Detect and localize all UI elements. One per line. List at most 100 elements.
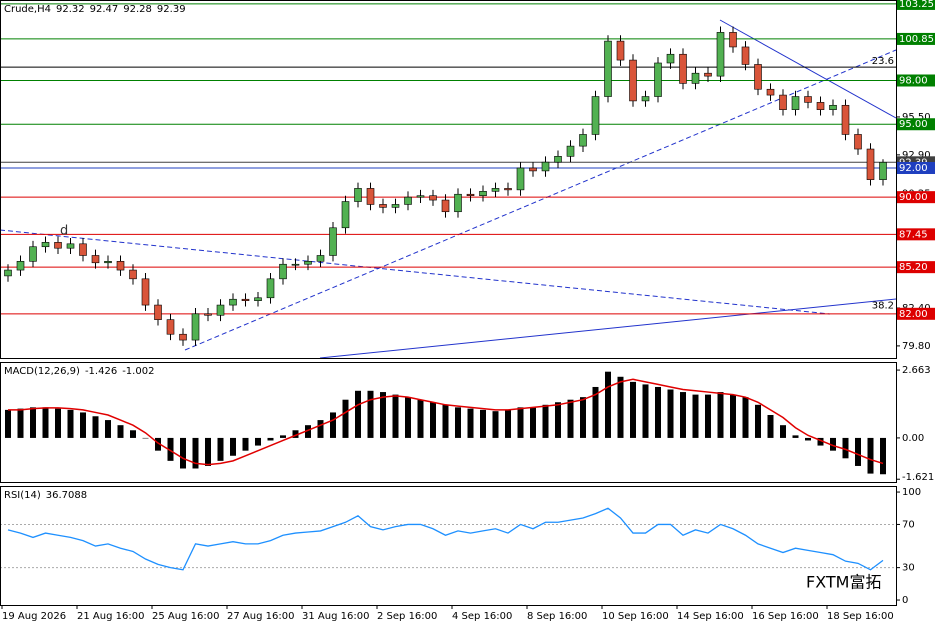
macd-bar <box>805 437 811 441</box>
y-tick-label: 70 <box>902 519 915 530</box>
macd-bar <box>730 394 736 438</box>
y-tick-label: 79.80 <box>902 341 931 352</box>
x-tick-label: 27 Aug 16:00 <box>227 611 294 622</box>
macd-bar <box>142 437 149 439</box>
macd-bar <box>692 394 699 438</box>
candle-body <box>704 72 712 77</box>
macd-bar <box>567 399 574 438</box>
x-tick-label: 2 Sep 16:00 <box>377 611 437 622</box>
x-tick-label: 16 Sep 16:00 <box>752 611 819 622</box>
candle-body <box>816 102 825 110</box>
header-value: 92.47 <box>90 4 119 15</box>
trend-line <box>184 49 897 351</box>
candle-body <box>666 53 675 64</box>
macd-bar <box>617 376 624 438</box>
candle-body <box>54 242 62 249</box>
candle-body <box>616 40 625 61</box>
candle-body <box>854 134 862 150</box>
rsi-line <box>7 507 884 571</box>
macd-bar <box>180 437 186 469</box>
candle-body <box>229 298 237 306</box>
macd-bar <box>5 409 11 438</box>
macd-bar <box>480 409 486 438</box>
level-label: 90.00 <box>899 192 928 203</box>
header-value: 92.39 <box>157 4 186 15</box>
level-label: 92.00 <box>899 163 928 174</box>
macd-bar <box>867 437 874 474</box>
macd-bar <box>505 409 511 438</box>
candle-body <box>191 313 200 341</box>
macd-bar <box>780 425 786 438</box>
macd-bar <box>555 402 561 438</box>
candle-body <box>604 40 612 97</box>
candle-body <box>866 148 875 180</box>
macd-bar <box>342 399 349 438</box>
signal-line <box>8 378 884 466</box>
candle-body <box>466 193 475 196</box>
macd-bar <box>655 386 661 438</box>
macd-bar <box>217 437 224 461</box>
candle-body <box>416 195 425 198</box>
candle-body <box>66 243 75 249</box>
candle-body <box>316 255 325 262</box>
macd-bar <box>705 394 711 438</box>
candle-body <box>104 261 112 264</box>
x-tick-label: 19 Aug 2026 <box>2 611 66 622</box>
trend-line <box>0 229 831 315</box>
candle-body <box>291 263 300 266</box>
trend-line <box>319 298 897 359</box>
panel-frame <box>0 362 897 483</box>
candle-body <box>366 188 375 205</box>
x-tick-label: 25 Aug 16:00 <box>152 611 219 622</box>
macd-bar <box>717 392 724 438</box>
candle-body <box>254 297 262 301</box>
macd-bar <box>742 397 749 438</box>
macd-bar <box>755 404 761 438</box>
macd-bar <box>205 437 211 466</box>
candle-body <box>841 104 850 135</box>
macd-bar <box>17 408 24 438</box>
x-tick-label: 14 Sep 16:00 <box>677 611 744 622</box>
candle-body <box>629 59 637 102</box>
level-label-box <box>897 261 935 274</box>
macd-bar <box>92 416 99 438</box>
y-tick-label: 100 <box>902 487 921 498</box>
macd-bar <box>792 435 799 438</box>
candle-body <box>379 204 387 208</box>
x-tick-label: 18 Sep 16:00 <box>827 611 894 622</box>
x-tick-label: 4 Sep 16:00 <box>452 611 512 622</box>
candle-body <box>204 313 212 316</box>
panel-title: MACD(12,26,9) <box>4 366 80 377</box>
header-value: -1.426 <box>85 366 117 377</box>
candle-body <box>179 333 187 341</box>
macd-bar <box>67 409 74 438</box>
macd-bar <box>155 437 161 451</box>
macd-bar <box>667 389 674 438</box>
y-tick-label: 95.50 <box>902 112 931 123</box>
candle-body <box>691 72 700 84</box>
macd-bar <box>130 430 136 438</box>
candle-body <box>129 269 137 280</box>
macd-bar <box>55 408 61 438</box>
candle-body <box>654 62 662 97</box>
candle-body <box>779 94 787 110</box>
macd-bar <box>467 408 474 438</box>
y-tick-label: 92.90 <box>902 150 931 161</box>
macd-bar <box>80 412 86 438</box>
candle-body <box>4 269 12 277</box>
candle-body <box>516 167 525 191</box>
candle-body <box>504 188 512 191</box>
header-value: -1.002 <box>122 366 154 377</box>
macd-bar <box>680 392 686 438</box>
level-label-box <box>897 74 935 87</box>
header-value: 36.7088 <box>46 490 87 501</box>
level-label: 103.25 <box>899 0 934 10</box>
candle-body <box>454 193 462 213</box>
macd-bar <box>492 411 499 438</box>
macd-bar <box>255 437 261 446</box>
x-tick-label: 10 Sep 16:00 <box>602 611 669 622</box>
candle-body <box>641 96 650 102</box>
candle-body <box>166 319 175 335</box>
macd-bar <box>317 420 324 438</box>
macd-bar <box>605 371 611 438</box>
